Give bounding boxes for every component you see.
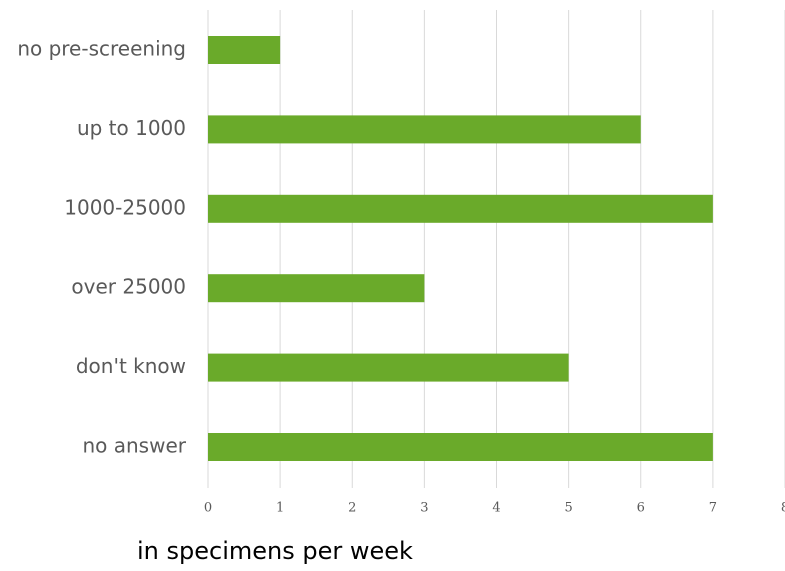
bar <box>208 115 641 144</box>
bar <box>208 274 425 303</box>
x-tick-label: 0 <box>204 501 212 516</box>
y-tick-label: up to 1000 <box>77 116 186 140</box>
y-tick-label: over 25000 <box>71 275 186 299</box>
bar <box>208 36 281 64</box>
y-tick-label: no answer <box>82 434 186 458</box>
x-tick-label: 4 <box>492 501 500 516</box>
x-tick-label: 6 <box>637 501 645 516</box>
bar <box>208 433 713 461</box>
bar <box>208 194 713 223</box>
x-axis-title: in specimens per week <box>137 537 413 565</box>
x-tick-label: 1 <box>276 501 284 516</box>
y-tick-label: don't know <box>76 354 186 378</box>
x-tick-label: 3 <box>420 501 428 516</box>
bar <box>208 353 569 382</box>
x-tick-label: 2 <box>348 501 356 516</box>
x-tick-label: 8 <box>781 501 785 516</box>
x-tick-label: 7 <box>709 501 717 516</box>
x-tick-label: 5 <box>564 501 572 516</box>
y-tick-label: 1000-25000 <box>64 195 186 219</box>
y-tick-label: no pre-screening <box>17 37 186 61</box>
